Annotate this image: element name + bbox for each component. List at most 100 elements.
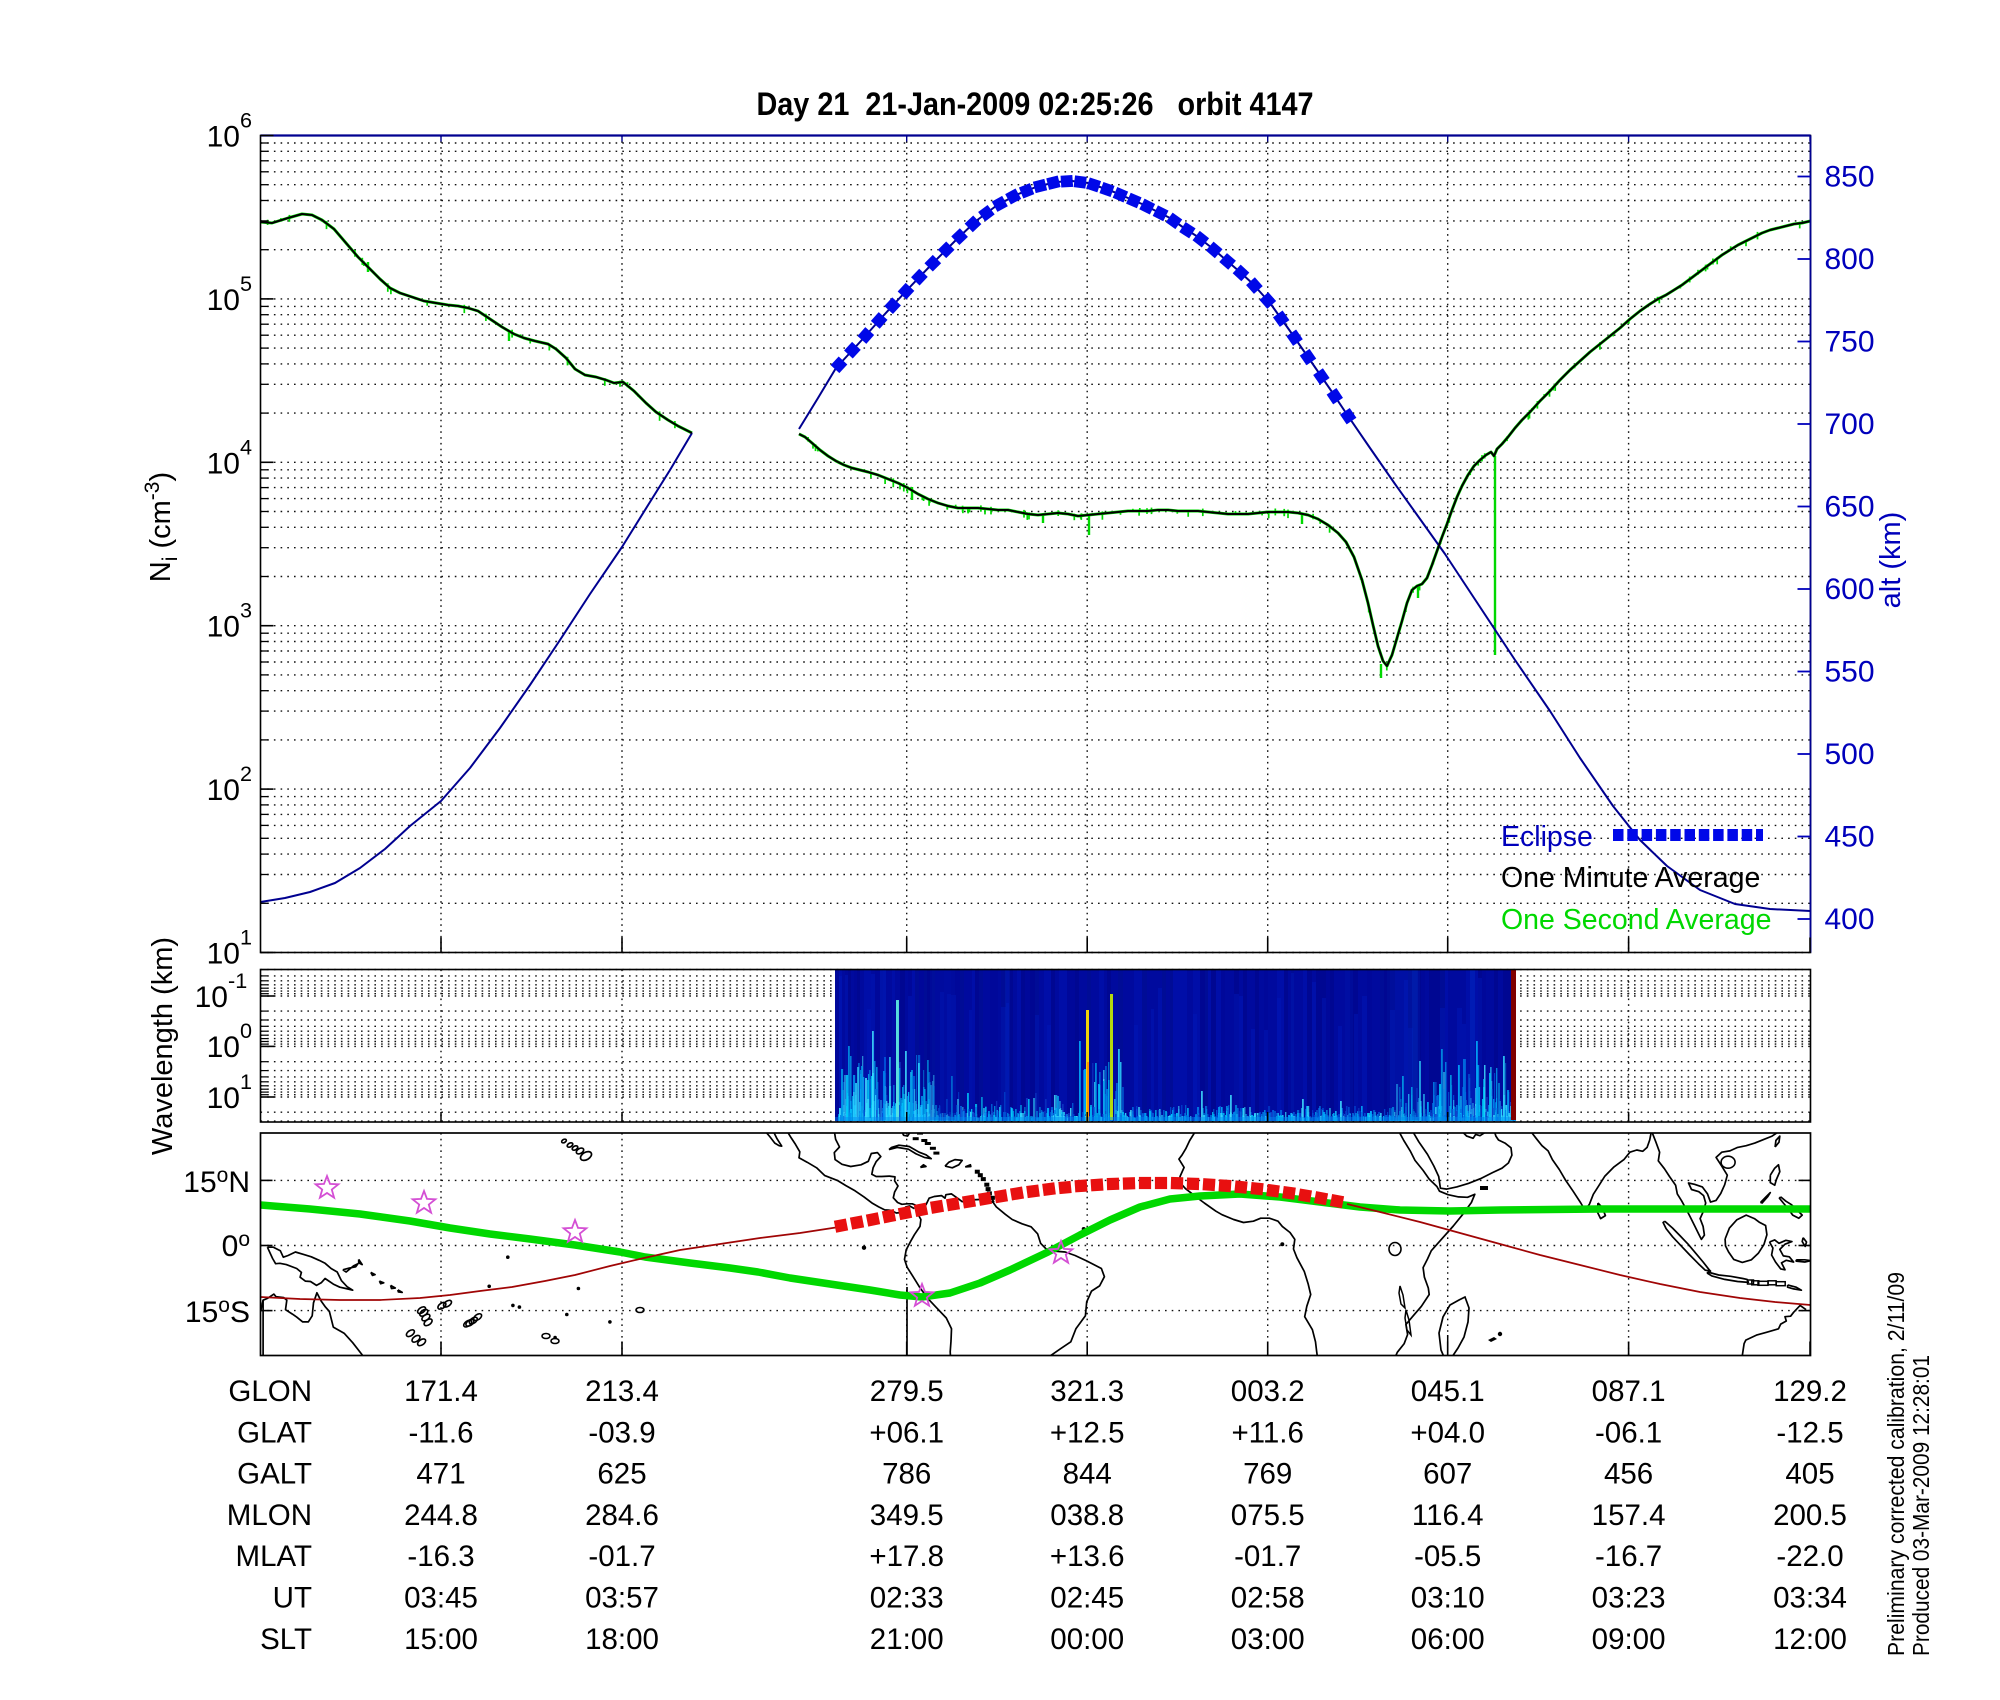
svg-text:03:00: 03:00 xyxy=(1231,1623,1305,1656)
svg-text:0: 0 xyxy=(240,1018,252,1043)
svg-text:157.4: 157.4 xyxy=(1592,1499,1666,1532)
svg-text:4: 4 xyxy=(240,434,252,459)
svg-text:18:00: 18:00 xyxy=(585,1623,659,1656)
svg-text:02:45: 02:45 xyxy=(1050,1582,1124,1615)
svg-text:10: 10 xyxy=(207,1082,240,1115)
svg-text:02:58: 02:58 xyxy=(1231,1582,1305,1615)
svg-text:02:33: 02:33 xyxy=(870,1582,944,1615)
svg-text:456: 456 xyxy=(1604,1458,1653,1491)
svg-text:15oS: 15oS xyxy=(185,1294,250,1329)
svg-text:129.2: 129.2 xyxy=(1773,1375,1847,1408)
svg-text:321.3: 321.3 xyxy=(1050,1375,1124,1408)
svg-text:Produced 03-Mar-2009 12:28:01: Produced 03-Mar-2009 12:28:01 xyxy=(1908,1355,1934,1656)
svg-text:03:34: 03:34 xyxy=(1773,1582,1847,1615)
svg-text:UT: UT xyxy=(273,1582,312,1615)
svg-text:09:00: 09:00 xyxy=(1592,1623,1666,1656)
svg-text:405: 405 xyxy=(1785,1458,1834,1491)
svg-text:MLON: MLON xyxy=(227,1499,312,1532)
svg-text:850: 850 xyxy=(1825,161,1875,194)
svg-text:171.4: 171.4 xyxy=(404,1375,478,1408)
svg-text:Wavelength (km): Wavelength (km) xyxy=(147,937,179,1155)
svg-text:+11.6: +11.6 xyxy=(1231,1416,1303,1449)
svg-text:-12.5: -12.5 xyxy=(1776,1416,1843,1449)
svg-text:116.4: 116.4 xyxy=(1412,1499,1484,1532)
svg-text:800: 800 xyxy=(1825,243,1875,276)
svg-text:GLON: GLON xyxy=(228,1375,312,1408)
svg-text:-03.9: -03.9 xyxy=(588,1416,655,1449)
svg-text:471: 471 xyxy=(416,1458,465,1491)
svg-text:-06.1: -06.1 xyxy=(1595,1416,1662,1449)
svg-text:607: 607 xyxy=(1423,1458,1472,1491)
svg-text:10: 10 xyxy=(207,774,240,807)
svg-text:750: 750 xyxy=(1825,326,1875,359)
svg-text:Ni (cm-3): Ni (cm-3) xyxy=(141,472,182,582)
svg-text:10: 10 xyxy=(207,121,240,154)
svg-text:GALT: GALT xyxy=(237,1458,312,1491)
svg-text:279.5: 279.5 xyxy=(870,1375,944,1408)
svg-text:-16.7: -16.7 xyxy=(1595,1540,1662,1573)
svg-text:15:00: 15:00 xyxy=(404,1623,478,1656)
svg-text:GLAT: GLAT xyxy=(237,1416,312,1449)
svg-text:06:00: 06:00 xyxy=(1411,1623,1485,1656)
svg-text:+12.5: +12.5 xyxy=(1050,1416,1125,1449)
svg-text:SLT: SLT xyxy=(260,1623,312,1656)
svg-text:+13.6: +13.6 xyxy=(1050,1540,1125,1573)
svg-text:6: 6 xyxy=(240,108,252,133)
svg-text:+17.8: +17.8 xyxy=(869,1540,944,1573)
svg-text:10: 10 xyxy=(207,938,240,971)
svg-text:650: 650 xyxy=(1825,491,1875,524)
svg-text:+06.1: +06.1 xyxy=(869,1416,944,1449)
svg-text:500: 500 xyxy=(1825,738,1875,771)
svg-text:alt (km): alt (km) xyxy=(1875,512,1907,609)
svg-text:10: 10 xyxy=(195,981,228,1014)
svg-text:-05.5: -05.5 xyxy=(1414,1540,1481,1573)
svg-text:10: 10 xyxy=(207,1031,240,1064)
svg-text:-11.6: -11.6 xyxy=(408,1416,473,1449)
svg-text:045.1: 045.1 xyxy=(1411,1375,1485,1408)
svg-text:00:00: 00:00 xyxy=(1050,1623,1124,1656)
svg-text:10: 10 xyxy=(207,284,240,317)
svg-text:349.5: 349.5 xyxy=(870,1499,944,1532)
svg-text:Eclipse: Eclipse xyxy=(1501,821,1593,853)
svg-text:One Second Average: One Second Average xyxy=(1501,904,1771,936)
svg-text:-01.7: -01.7 xyxy=(1234,1540,1301,1573)
svg-text:244.8: 244.8 xyxy=(404,1499,478,1532)
svg-text:10: 10 xyxy=(207,447,240,480)
svg-text:5: 5 xyxy=(240,271,252,296)
svg-text:213.4: 213.4 xyxy=(585,1375,659,1408)
svg-text:One Minute Average: One Minute Average xyxy=(1501,862,1760,894)
svg-text:03:10: 03:10 xyxy=(1411,1582,1485,1615)
svg-text:038.8: 038.8 xyxy=(1050,1499,1124,1532)
svg-text:284.6: 284.6 xyxy=(585,1499,659,1532)
svg-text:075.5: 075.5 xyxy=(1231,1499,1305,1532)
svg-text:-22.0: -22.0 xyxy=(1776,1540,1843,1573)
svg-text:769: 769 xyxy=(1243,1458,1292,1491)
svg-text:10: 10 xyxy=(207,611,240,644)
svg-text:15oN: 15oN xyxy=(183,1164,250,1199)
svg-text:Day 21 21-Jan-2009 02:25:26: Day 21 21-Jan-2009 02:25:26 orbit 4147 xyxy=(757,86,1314,122)
svg-text:200.5: 200.5 xyxy=(1773,1499,1847,1532)
svg-text:3: 3 xyxy=(240,598,252,623)
svg-text:03:45: 03:45 xyxy=(404,1582,478,1615)
svg-text:844: 844 xyxy=(1063,1458,1112,1491)
svg-text:1: 1 xyxy=(240,925,252,950)
svg-text:700: 700 xyxy=(1825,408,1875,441)
svg-text:450: 450 xyxy=(1825,821,1875,854)
svg-text:-1: -1 xyxy=(228,968,247,993)
svg-text:+04.0: +04.0 xyxy=(1410,1416,1485,1449)
svg-text:03:23: 03:23 xyxy=(1592,1582,1666,1615)
svg-text:786: 786 xyxy=(882,1458,931,1491)
svg-text:400: 400 xyxy=(1825,903,1875,936)
svg-text:087.1: 087.1 xyxy=(1592,1375,1666,1408)
svg-text:550: 550 xyxy=(1825,656,1875,689)
svg-text:MLAT: MLAT xyxy=(236,1540,313,1573)
svg-text:1: 1 xyxy=(240,1069,252,1094)
svg-text:2: 2 xyxy=(240,761,252,786)
svg-text:03:57: 03:57 xyxy=(585,1582,659,1615)
svg-text:Preliminary corrected calibrat: Preliminary corrected calibration, 2/11/… xyxy=(1883,1272,1909,1656)
svg-text:600: 600 xyxy=(1825,573,1875,606)
svg-text:-01.7: -01.7 xyxy=(588,1540,655,1573)
svg-text:21:00: 21:00 xyxy=(870,1623,944,1656)
svg-text:12:00: 12:00 xyxy=(1773,1623,1847,1656)
svg-text:625: 625 xyxy=(597,1458,646,1491)
